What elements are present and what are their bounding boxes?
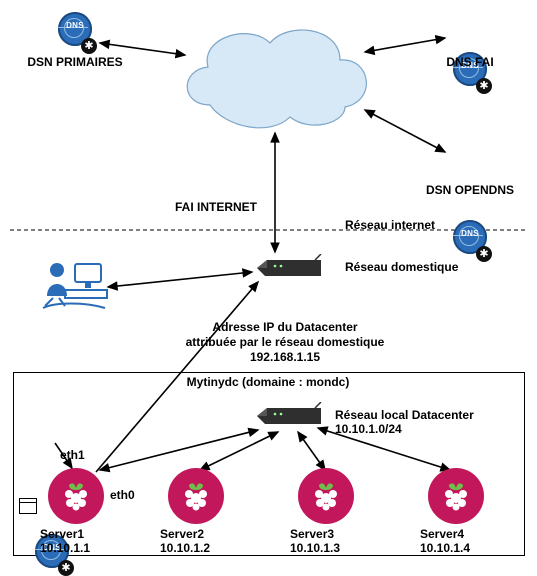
internet-cloud-icon bbox=[170, 15, 380, 140]
server4-ip: 10.10.1.4 bbox=[420, 542, 470, 556]
eth1-label: eth1 bbox=[60, 448, 85, 462]
dc-ip-line3: 192.168.1.15 bbox=[160, 350, 410, 365]
server4-label: Server4 10.10.1.4 bbox=[420, 528, 470, 556]
dns-primary-icon: DNS✱ bbox=[55, 12, 95, 52]
server3-ip: 10.10.1.3 bbox=[290, 542, 340, 556]
diagram-stage: DNS✱ DSN PRIMAIRES DNS✱ DNS FAI DNS✱ DSN… bbox=[0, 0, 537, 558]
lan-dc-label: Réseau local Datacenter 10.10.1.0/24 bbox=[335, 408, 537, 436]
server1-ip: 10.10.1.1 bbox=[40, 542, 90, 556]
dns-badge-text: DNS bbox=[456, 229, 484, 238]
home-router-icon bbox=[255, 254, 325, 283]
server2-label: Server2 10.10.1.2 bbox=[160, 528, 210, 556]
server1-name: Server1 bbox=[40, 528, 90, 542]
server2-ip: 10.10.1.2 bbox=[160, 542, 210, 556]
dns-fai-label: DNS FAI bbox=[420, 55, 520, 69]
dc-ip-text: Adresse IP du Datacenter attribuée par l… bbox=[160, 320, 410, 365]
mytinydc-title: Mytinydc (domaine : mondc) bbox=[13, 375, 523, 389]
dc-ip-line1: Adresse IP du Datacenter bbox=[160, 320, 410, 335]
server3-icon bbox=[298, 468, 354, 524]
server4-name: Server4 bbox=[420, 528, 470, 542]
fai-internet-label: FAI INTERNET bbox=[175, 200, 257, 214]
reseau-domestique-label: Réseau domestique bbox=[345, 260, 458, 274]
eth0-label: eth0 bbox=[110, 488, 135, 502]
dns-badge-text: DNS bbox=[61, 21, 89, 30]
server1-icon bbox=[48, 468, 104, 524]
dc-ip-line2: attribuée par le réseau domestique bbox=[160, 335, 410, 350]
dns-opendns-label: DSN OPENDNS bbox=[405, 183, 535, 197]
window-icon bbox=[19, 498, 37, 514]
server2-name: Server2 bbox=[160, 528, 210, 542]
reseau-internet-label: Réseau internet bbox=[345, 218, 435, 232]
server2-icon bbox=[168, 468, 224, 524]
server4-icon bbox=[428, 468, 484, 524]
server3-name: Server3 bbox=[290, 528, 340, 542]
server1-label: Server1 10.10.1.1 bbox=[40, 528, 90, 556]
dns-opendns-icon: DNS✱ bbox=[450, 220, 490, 260]
server3-label: Server3 10.10.1.3 bbox=[290, 528, 340, 556]
dns-primary-label: DSN PRIMAIRES bbox=[10, 55, 140, 69]
dc-router-icon bbox=[255, 402, 325, 431]
user-at-computer-icon bbox=[35, 256, 110, 316]
